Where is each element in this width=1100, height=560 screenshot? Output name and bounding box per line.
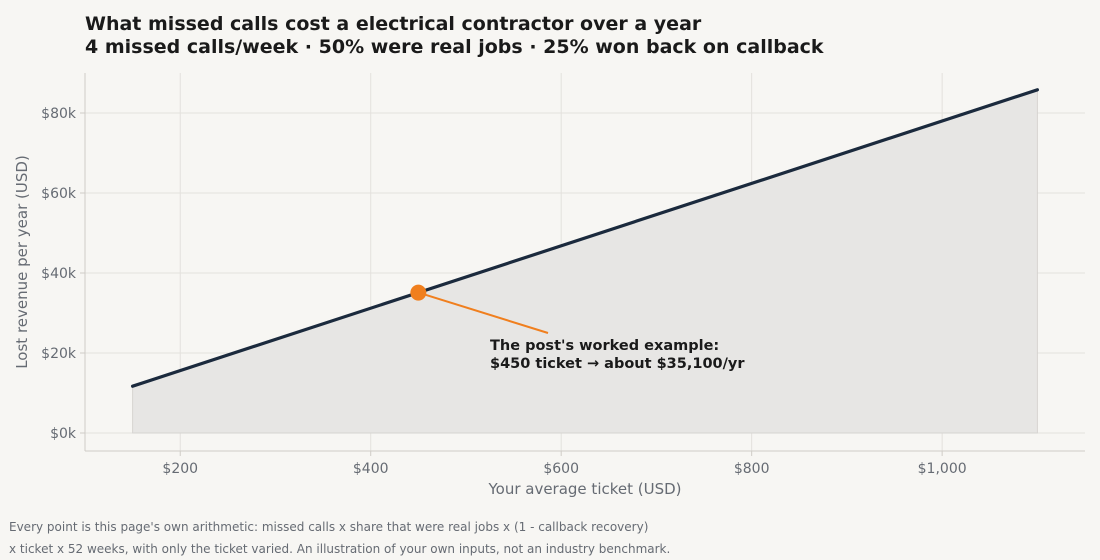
y-ticks: $0k $20k $40k $60k $80k <box>41 106 85 442</box>
x-tick-label-4: $1,000 <box>918 461 967 477</box>
chart-title: What missed calls cost a electrical cont… <box>85 13 702 35</box>
x-tick-label-2: $600 <box>543 461 579 477</box>
chart-title-block: What missed calls cost a electrical cont… <box>85 13 824 59</box>
highlight-point <box>410 284 427 301</box>
series-line <box>131 88 1039 388</box>
footnote-line-2: x ticket x 52 weeks, with only the ticke… <box>9 542 671 556</box>
x-axis-label: Your average ticket (USD) <box>487 480 681 498</box>
y-tick-label-0: $0k <box>50 426 77 442</box>
x-tick-label-3: $800 <box>734 461 770 477</box>
annotation-line-1: The post's worked example: <box>490 338 719 354</box>
x-tick-label-0: $200 <box>162 461 198 477</box>
area-fill <box>132 89 1038 434</box>
annotation-leader-line <box>418 291 549 334</box>
y-tick-label-4: $80k <box>41 106 77 122</box>
x-ticks: $200 $400 $600 $800 $1,000 <box>162 451 967 477</box>
x-tick-label-1: $400 <box>353 461 389 477</box>
footnote-line-1: Every point is this page's own arithmeti… <box>9 520 649 534</box>
chart-subtitle: 4 missed calls/week · 50% were real jobs… <box>85 36 824 58</box>
annotation-line-2: $450 ticket → about $35,100/yr <box>490 356 745 372</box>
y-tick-label-2: $40k <box>41 266 77 282</box>
y-tick-label-1: $20k <box>41 346 77 362</box>
y-tick-label-3: $60k <box>41 186 77 202</box>
footnote: Every point is this page's own arithmeti… <box>9 516 670 560</box>
y-axis-label: Lost revenue per year (USD) <box>13 155 31 369</box>
